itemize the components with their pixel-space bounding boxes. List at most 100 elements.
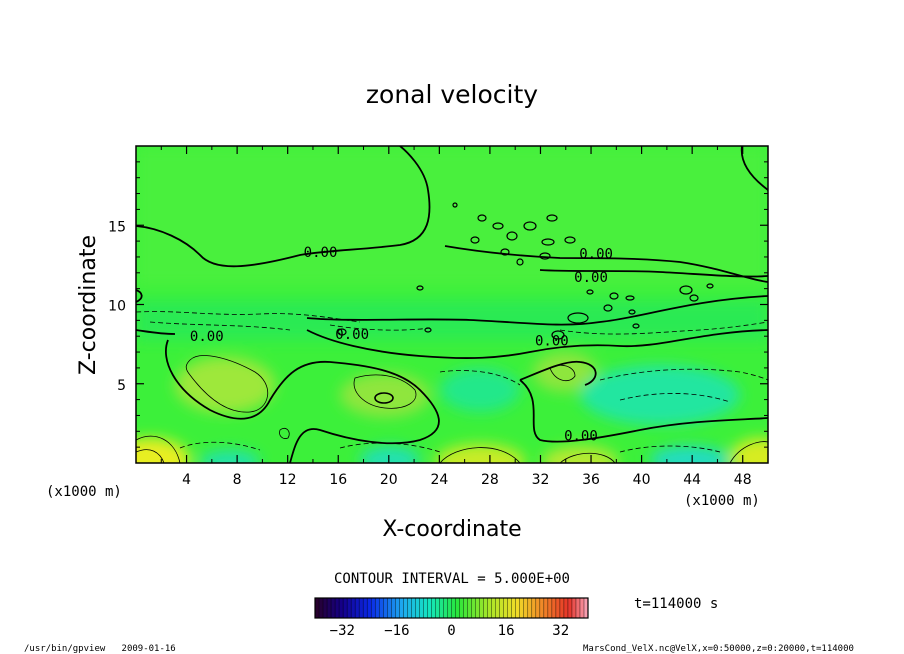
colorbar-swatch [559, 598, 565, 618]
colorbar-swatch [579, 598, 585, 618]
x-tick-label: 48 [734, 472, 752, 488]
chart-title: zonal velocity [366, 80, 538, 109]
colorbar-swatch [411, 598, 416, 618]
colorbar-tick-label: −16 [384, 623, 409, 639]
contour-label: 0.00 [574, 270, 608, 286]
colorbar-swatch [523, 598, 529, 618]
colorbar-swatch [403, 598, 408, 618]
x-axis-label: X-coordinate [382, 517, 521, 542]
y-tick-label: 5 [117, 378, 126, 394]
colorbar-swatch [463, 598, 469, 618]
colorbar-swatch [347, 598, 352, 618]
colorbar-swatch [479, 598, 485, 618]
colorbar-swatch [383, 598, 388, 618]
colorbar-swatch [503, 598, 509, 618]
colorbar-swatch [499, 598, 505, 618]
colorbar-swatch [467, 598, 473, 618]
colorbar-swatch [507, 598, 513, 618]
x-tick-label: 12 [279, 472, 297, 488]
contour-label: 0.00 [335, 327, 369, 343]
colorbar-ticks: −32 −16 0 16 32 [330, 623, 569, 639]
colorbar-swatch [491, 598, 497, 618]
x-tick-label: 16 [329, 472, 347, 488]
y-tick-label: 10 [108, 299, 126, 315]
plot-area: 0.00 0.00 0.00 0.00 0.00 0.00 0.00 [136, 146, 768, 463]
contour-label: 0.00 [304, 245, 338, 261]
x-axis-ticks: 4 8 12 16 20 24 28 32 36 40 44 48 [160, 146, 752, 488]
colorbar-tick-label: 32 [552, 623, 569, 639]
x-unit-left: (x1000 m) [46, 484, 122, 500]
x-tick-label: 4 [182, 472, 191, 488]
colorbar-swatch [487, 598, 493, 618]
colorbar-swatch [327, 598, 332, 618]
small-contours [337, 202, 714, 340]
colorbar-swatch [527, 598, 533, 618]
x-tick-label: 8 [233, 472, 242, 488]
footer-program: /usr/bin/gpview 2009-01-16 [24, 644, 176, 654]
x-tick-label: 20 [380, 472, 398, 488]
colorbar-swatch [583, 598, 589, 618]
contour-interval: CONTOUR INTERVAL = 5.000E+00 [334, 571, 570, 587]
colorbar-swatch [455, 598, 461, 618]
colorbar-swatch [319, 598, 324, 618]
colorbar-swatch [563, 598, 569, 618]
colorbar-swatch [475, 598, 481, 618]
colorbar-swatch [539, 598, 545, 618]
colorbar-tick-label: 16 [498, 623, 515, 639]
contour-label: 0.00 [579, 246, 613, 262]
colorbar-swatch [447, 598, 452, 618]
colorbar-swatch [435, 598, 440, 618]
colorbar-swatch [423, 598, 428, 618]
colorbar-swatch [371, 598, 376, 618]
y-tick-label: 15 [108, 219, 126, 235]
x-tick-label: 24 [430, 472, 448, 488]
colorbar-swatch [459, 598, 465, 618]
colorbar-swatch [415, 598, 420, 618]
zero-contours [136, 146, 768, 463]
colorbar-swatch [551, 598, 557, 618]
field-shading [136, 146, 768, 463]
colorbar-swatch [567, 598, 573, 618]
colorbar-swatch [515, 598, 521, 618]
colorbar-swatch [407, 598, 412, 618]
colorbar-swatch [519, 598, 525, 618]
colorbar-swatch [427, 598, 432, 618]
colorbar-swatch [339, 598, 344, 618]
colorbar-swatch [535, 598, 541, 618]
colorbar-swatch [351, 598, 356, 618]
colorbar-swatch [555, 598, 561, 618]
colorbar-swatch [571, 598, 577, 618]
positive-contours [136, 355, 768, 463]
contour-label: 0.00 [564, 429, 598, 445]
x-tick-label: 36 [582, 472, 600, 488]
colorbar [314, 598, 589, 618]
colorbar-swatch [355, 598, 360, 618]
time-label: t=114000 s [634, 596, 718, 612]
colorbar-swatch [363, 598, 368, 618]
colorbar-swatch [375, 598, 380, 618]
colorbar-tick-label: −32 [330, 623, 355, 639]
colorbar-swatch [543, 598, 549, 618]
colorbar-swatch [331, 598, 336, 618]
colorbar-frame [314, 597, 589, 619]
x-tick-label: 32 [532, 472, 550, 488]
colorbar-swatch [359, 598, 364, 618]
y-axis-ticks: 5 10 15 [108, 161, 768, 448]
colorbar-swatch [511, 598, 517, 618]
colorbar-swatch [343, 598, 348, 618]
colorbar-swatch [367, 598, 372, 618]
y-axis-label: Z-coordinate [76, 235, 101, 375]
colorbar-swatch [439, 598, 444, 618]
x-tick-label: 44 [683, 472, 701, 488]
colorbar-swatch [399, 598, 404, 618]
colorbar-swatch [575, 598, 581, 618]
colorbar-swatch [451, 598, 457, 618]
colorbar-swatch [471, 598, 477, 618]
colorbar-tick-label: 0 [447, 623, 455, 639]
colorbar-swatch [547, 598, 553, 618]
colorbar-swatch [379, 598, 384, 618]
colorbar-swatch [323, 598, 328, 618]
colorbar-swatch [391, 598, 396, 618]
negative-contours [136, 311, 768, 453]
